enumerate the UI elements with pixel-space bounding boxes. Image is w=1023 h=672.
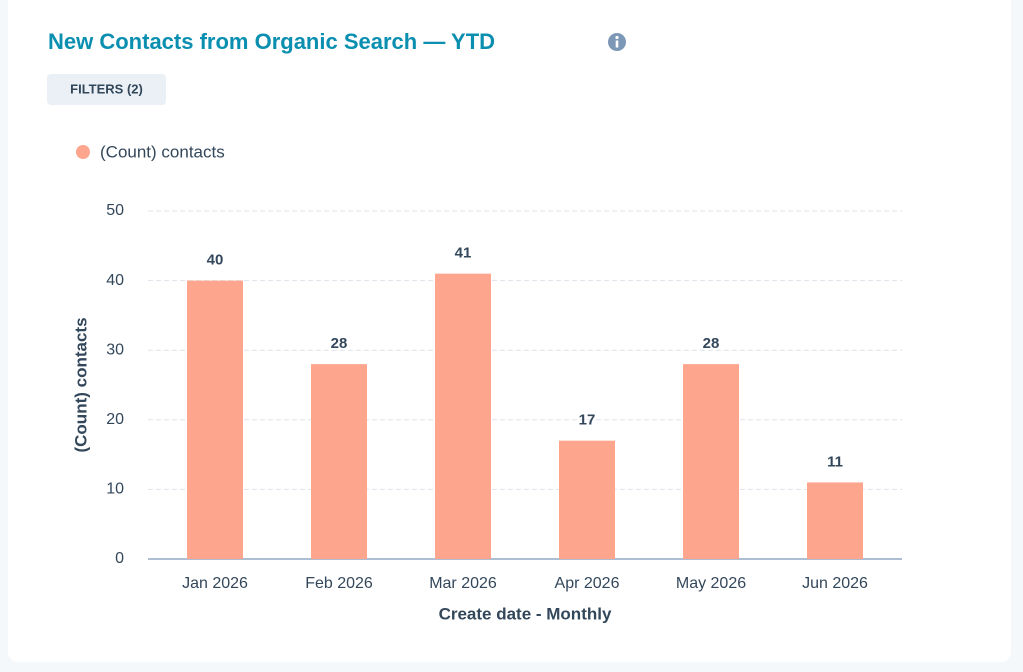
filters-button[interactable]: FILTERS (2) — [47, 74, 166, 105]
y-axis-title: (Count) contacts — [71, 317, 90, 452]
x-tick-label: Jan 2026 — [182, 575, 248, 592]
data-label: 11 — [827, 453, 843, 470]
bar — [311, 364, 367, 559]
y-tick-label: 50 — [106, 202, 124, 219]
x-tick-label: Mar 2026 — [429, 575, 497, 592]
data-label: 17 — [579, 412, 596, 429]
chart-title: New Contacts from Organic Search — YTD — [48, 29, 495, 54]
bar — [187, 280, 243, 559]
x-tick-label: Feb 2026 — [305, 575, 373, 592]
bar — [807, 482, 863, 559]
legend-swatch — [76, 145, 90, 159]
data-label: 40 — [207, 252, 224, 269]
x-tick-label: May 2026 — [676, 575, 746, 592]
y-tick-label: 30 — [106, 341, 124, 358]
data-label: 41 — [455, 245, 472, 262]
bar — [559, 440, 615, 559]
y-tick-label: 10 — [106, 481, 124, 498]
info-icon[interactable] — [608, 33, 626, 51]
y-tick-label: 0 — [115, 550, 124, 567]
legend-label: (Count) contacts — [100, 142, 225, 161]
data-label: 28 — [331, 335, 348, 352]
x-tick-label: Jun 2026 — [802, 575, 868, 592]
y-tick-label: 40 — [106, 272, 124, 289]
card — [8, 0, 1011, 662]
bar — [435, 273, 491, 559]
filters-label: FILTERS (2) — [70, 81, 143, 96]
bar — [683, 364, 739, 559]
y-tick-label: 20 — [106, 411, 124, 428]
x-tick-label: Apr 2026 — [555, 575, 620, 592]
x-axis-title: Create date - Monthly — [439, 604, 612, 623]
data-label: 28 — [703, 335, 720, 352]
